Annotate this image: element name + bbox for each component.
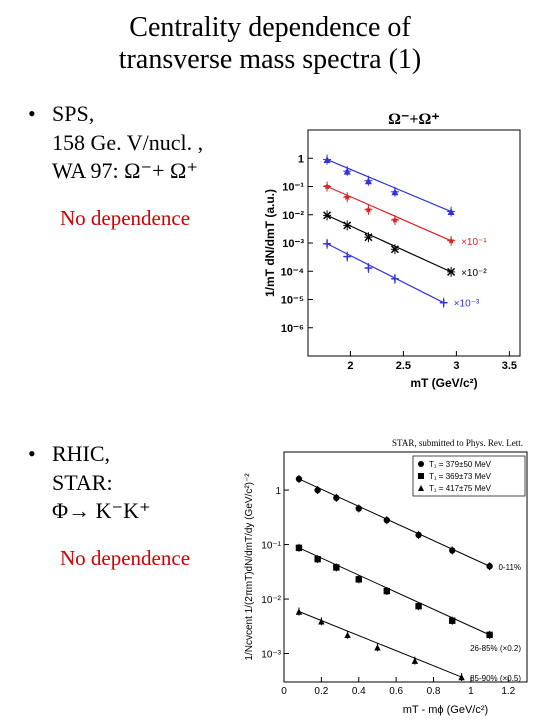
svg-text:10⁻³: 10⁻³ bbox=[261, 650, 281, 661]
svg-text:STAR, submitted to Phys. Rev.: STAR, submitted to Phys. Rev. Lett. bbox=[392, 438, 523, 448]
svg-text:×10⁻¹: ×10⁻¹ bbox=[461, 237, 487, 248]
svg-text:mT (GeV/c²): mT (GeV/c²) bbox=[410, 376, 477, 390]
svg-text:T₁ = 379±50 MeV: T₁ = 379±50 MeV bbox=[429, 460, 492, 469]
svg-text:10⁻⁴: 10⁻⁴ bbox=[281, 266, 304, 278]
svg-text:×10⁻³: ×10⁻³ bbox=[454, 299, 480, 310]
svg-text:0-11%: 0-11% bbox=[498, 563, 521, 572]
svg-text:26-85% (×0.2): 26-85% (×0.2) bbox=[470, 644, 521, 653]
title-line1: Centrality dependence of bbox=[129, 12, 410, 43]
svg-text:2.5: 2.5 bbox=[396, 360, 411, 372]
svg-text:1: 1 bbox=[298, 153, 304, 165]
svg-text:2: 2 bbox=[347, 360, 353, 372]
svg-text:10⁻²: 10⁻² bbox=[261, 595, 281, 606]
sps-line3-sym: Ω⁻+ Ω⁺ bbox=[124, 158, 198, 183]
svg-text:1/Ncvcent 1/(2πmT)dN/dmT/dy (G: 1/Ncvcent 1/(2πmT)dN/dmT/dy (GeV/c²)⁻² bbox=[244, 473, 255, 661]
svg-text:mT - mϕ (GeV/c²): mT - mϕ (GeV/c²) bbox=[403, 704, 488, 716]
rhic-line3: Φ→ K⁻K⁺ bbox=[28, 497, 260, 526]
svg-text:1: 1 bbox=[275, 486, 281, 497]
svg-text:0.8: 0.8 bbox=[427, 686, 441, 697]
svg-text:10⁻⁵: 10⁻⁵ bbox=[281, 295, 304, 307]
svg-text:10⁻¹: 10⁻¹ bbox=[282, 182, 304, 194]
sps-block: • SPS, 158 Ge. V/nucl. , WA 97: Ω⁻+ Ω⁺ N… bbox=[0, 100, 260, 231]
svg-text:0: 0 bbox=[281, 686, 287, 697]
svg-text:10⁻¹: 10⁻¹ bbox=[261, 541, 281, 552]
sps-line1: SPS, bbox=[52, 100, 94, 129]
svg-text:3: 3 bbox=[453, 360, 459, 372]
svg-text:1: 1 bbox=[468, 686, 474, 697]
bullet-icon: • bbox=[28, 100, 52, 129]
chart-phi: STAR, submitted to Phys. Rev. Lett. 0 0.2 0… bbox=[240, 438, 535, 716]
svg-text:T₁ = 369±73 MeV: T₁ = 369±73 MeV bbox=[429, 472, 492, 481]
svg-text:3.5: 3.5 bbox=[502, 360, 517, 372]
svg-text:T₁ = 417±75 MeV: T₁ = 417±75 MeV bbox=[429, 484, 492, 493]
svg-text:0.4: 0.4 bbox=[352, 686, 366, 697]
sps-line3-prefix: WA 97: bbox=[52, 158, 124, 183]
svg-text:0.2: 0.2 bbox=[314, 686, 328, 697]
svg-text:10⁻³: 10⁻³ bbox=[282, 238, 304, 250]
page-title: Centrality dependence of transverse mass… bbox=[0, 0, 540, 92]
svg-text:10⁻⁶: 10⁻⁶ bbox=[281, 323, 304, 335]
svg-text:×10⁻²: ×10⁻² bbox=[461, 268, 487, 279]
svg-text:Ω⁻+Ω⁺: Ω⁻+Ω⁺ bbox=[388, 111, 440, 128]
sps-nodep: No dependence bbox=[0, 206, 260, 231]
bullet-icon: • bbox=[28, 440, 52, 469]
rhic-line1: RHIC, bbox=[52, 440, 110, 469]
svg-text:0.6: 0.6 bbox=[389, 686, 403, 697]
svg-text:1/mT dN/dmT (a.u.): 1/mT dN/dmT (a.u.) bbox=[263, 189, 277, 297]
svg-text:1.2: 1.2 bbox=[501, 686, 515, 697]
rhic-block: • RHIC, STAR: Φ→ K⁻K⁺ No dependence bbox=[0, 440, 260, 571]
title-line2: transverse mass spectra (1) bbox=[119, 44, 421, 75]
rhic-nodep: No dependence bbox=[0, 546, 260, 571]
chart-omega: Ω⁻+Ω⁺ 2 2.5 3 3.5 mT (GeV/c²) 1 10⁻¹ 10⁻² 10⁻³ 10⁻… bbox=[260, 110, 530, 390]
rhic-line2: STAR: bbox=[28, 469, 260, 498]
svg-text:85-90% (×0.5): 85-90% (×0.5) bbox=[470, 674, 521, 683]
sps-line2: 158 Ge. V/nucl. , bbox=[28, 129, 260, 158]
svg-text:10⁻²: 10⁻² bbox=[282, 210, 304, 222]
